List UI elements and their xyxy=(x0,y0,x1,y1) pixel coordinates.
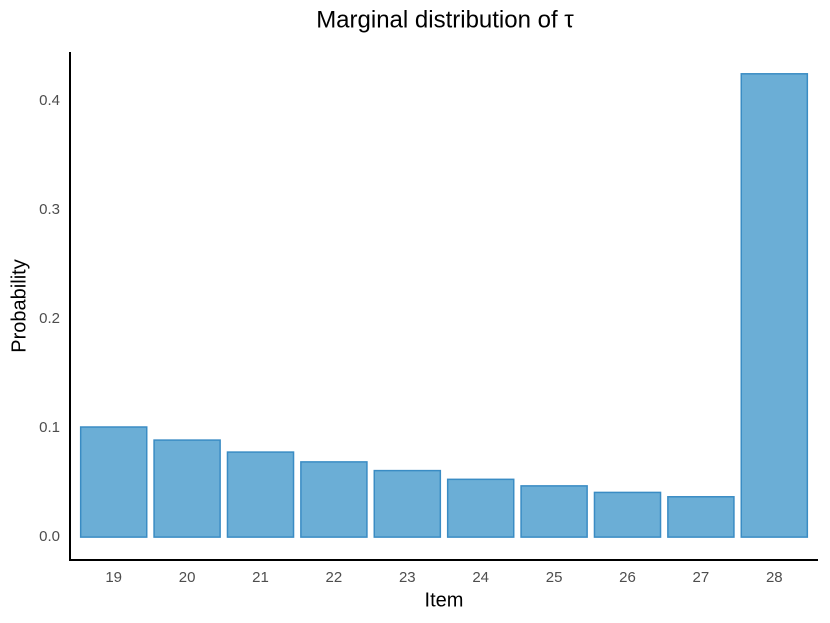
y-tick-label: 0.2 xyxy=(39,310,60,327)
bar xyxy=(740,73,809,538)
y-tick-label: 0.3 xyxy=(39,201,60,218)
bar xyxy=(373,469,442,538)
x-axis-title: Item xyxy=(425,589,464,611)
chart-title: Marginal distribution of τ xyxy=(316,6,574,33)
bar xyxy=(593,491,662,538)
x-tick-label: 21 xyxy=(252,569,269,586)
bar xyxy=(667,496,735,538)
bar xyxy=(520,485,588,538)
bar xyxy=(79,426,148,538)
x-tick-label: 23 xyxy=(399,569,416,586)
bar xyxy=(153,439,221,538)
y-axis-title: Probability xyxy=(8,259,30,352)
x-tick-label: 28 xyxy=(766,569,783,586)
bar xyxy=(446,478,515,538)
y-tick-label: 0.4 xyxy=(39,92,60,109)
x-tick-label: 27 xyxy=(693,569,710,586)
y-tick-label: 0.0 xyxy=(39,528,60,545)
bar xyxy=(226,451,295,538)
x-tick-label: 26 xyxy=(619,569,636,586)
x-tick-label: 24 xyxy=(472,569,489,586)
x-tick-label: 20 xyxy=(179,569,196,586)
y-tick-label: 0.1 xyxy=(39,419,60,436)
bar xyxy=(300,461,368,538)
x-tick-label: 19 xyxy=(105,569,122,586)
x-tick-label: 22 xyxy=(326,569,343,586)
x-tick-label: 25 xyxy=(546,569,563,586)
